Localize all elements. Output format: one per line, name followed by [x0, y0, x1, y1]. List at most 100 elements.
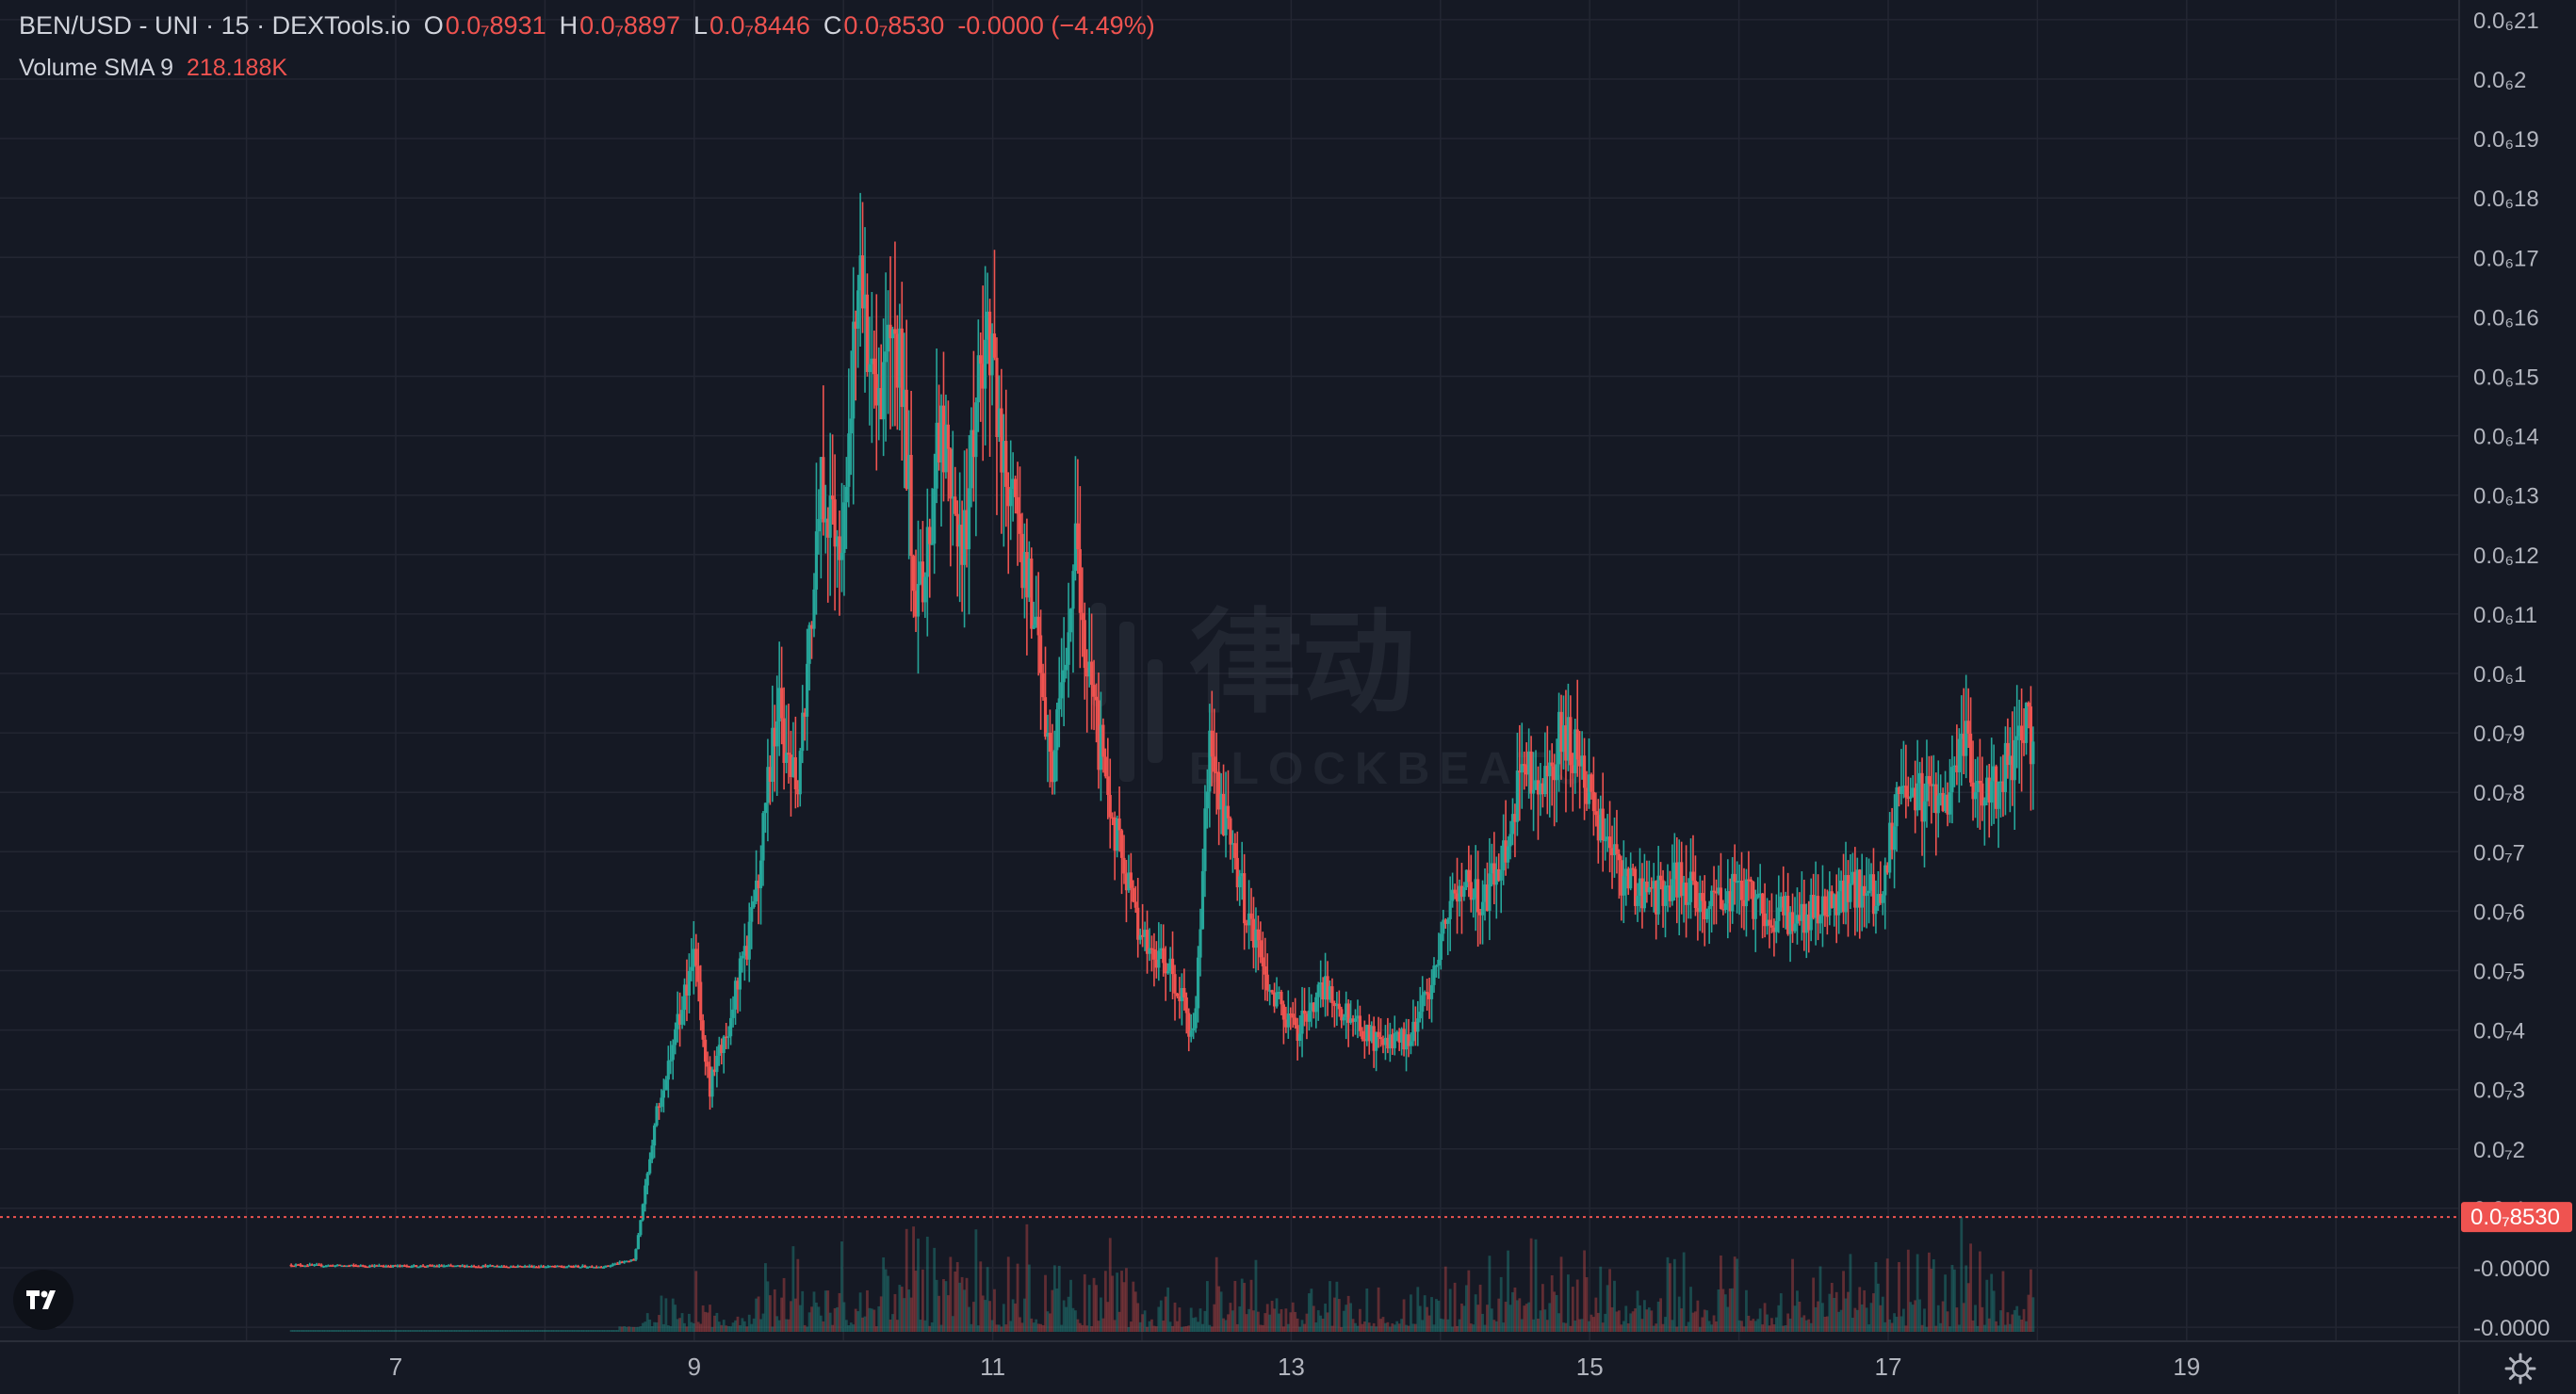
- volume-bar: [1520, 1319, 1524, 1332]
- volume-bar: [1284, 1308, 1288, 1332]
- volume-bar: [1367, 1322, 1371, 1332]
- volume-bar: [1483, 1324, 1487, 1332]
- candle-body: [787, 753, 791, 755]
- candle-body: [1518, 770, 1522, 773]
- candle-body: [2011, 755, 2014, 781]
- candle-body: [1828, 891, 1832, 916]
- x-axis-tick-label: 15: [1576, 1353, 1604, 1381]
- candle-body: [340, 1265, 344, 1268]
- volume-bar: [1062, 1300, 1066, 1332]
- symbol-title[interactable]: BEN/USD - UNI · 15 · DEXTools.io: [19, 11, 411, 40]
- candle-body: [1723, 903, 1727, 910]
- candle-body: [645, 1173, 649, 1186]
- candle-body: [303, 1265, 307, 1268]
- volume-bar: [1000, 1326, 1003, 1332]
- volume-bar: [1532, 1319, 1535, 1332]
- candle-body: [919, 561, 922, 584]
- candle-body: [935, 422, 938, 489]
- symbol-legend[interactable]: BEN/USD - UNI · 15 · DEXTools.io O0.0₇89…: [19, 11, 1155, 41]
- candle-body: [1180, 987, 1183, 1001]
- volume-legend[interactable]: Volume SMA 9 218.188K: [19, 55, 287, 82]
- candle-body: [1041, 673, 1045, 698]
- volume-bar: [2017, 1315, 2021, 1332]
- volume-bar: [1321, 1319, 1325, 1332]
- volume-bar: [921, 1269, 924, 1332]
- volume-bar: [493, 1330, 497, 1332]
- candle-body: [962, 510, 967, 565]
- candle-body: [558, 1265, 562, 1268]
- candle-body: [1087, 661, 1091, 677]
- candle-body: [1296, 1025, 1299, 1042]
- volume-bar: [817, 1306, 821, 1332]
- volume-bar: [1095, 1285, 1098, 1332]
- candle-body: [1453, 889, 1457, 894]
- candle-body: [463, 1265, 466, 1268]
- volume-bar: [739, 1325, 742, 1332]
- volume-bar: [1146, 1326, 1149, 1332]
- candle-body: [1682, 883, 1686, 897]
- candle-body: [627, 1260, 631, 1263]
- candle-body: [1855, 869, 1859, 908]
- volume-bar: [1439, 1318, 1443, 1332]
- volume-bar: [505, 1330, 508, 1332]
- candle-body: [1691, 871, 1695, 882]
- volume-bar: [1384, 1322, 1387, 1332]
- volume-bar: [641, 1322, 644, 1332]
- volume-bar: [905, 1228, 908, 1332]
- candle-body: [1081, 612, 1084, 621]
- candle-body: [704, 1039, 708, 1062]
- candle-body: [930, 543, 934, 545]
- volume-bar: [1194, 1317, 1198, 1332]
- candle-body: [1987, 777, 1991, 803]
- volume-bar: [1143, 1310, 1147, 1332]
- candle-body: [958, 525, 962, 547]
- volume-bar: [611, 1330, 614, 1332]
- candle-body: [1939, 792, 1943, 796]
- volume-bar: [1326, 1312, 1329, 1332]
- candle-body: [1281, 1004, 1286, 1020]
- tradingview-logo-icon[interactable]: [13, 1270, 73, 1330]
- candle-body: [2024, 703, 2029, 743]
- volume-bar: [1213, 1304, 1216, 1332]
- volume-bar: [1802, 1315, 1806, 1332]
- volume-bar: [1643, 1300, 1646, 1332]
- volume-bar: [1330, 1325, 1334, 1332]
- candle-body: [863, 294, 867, 309]
- candle-body: [1640, 878, 1644, 909]
- volume-bar: [1518, 1298, 1522, 1332]
- volume-bar: [1150, 1319, 1153, 1332]
- volume-bar: [1335, 1281, 1339, 1332]
- grid: [0, 0, 2459, 1341]
- candle-body: [669, 1060, 673, 1062]
- volume-bar: [1647, 1307, 1651, 1332]
- candle-body: [1675, 862, 1679, 898]
- candle-body: [1850, 871, 1854, 883]
- candle-body: [313, 1264, 317, 1267]
- candle-body: [583, 1265, 587, 1268]
- candle-body: [359, 1265, 363, 1267]
- volume-bar: [1791, 1258, 1794, 1332]
- volume-bar: [925, 1236, 929, 1332]
- volume-bar: [1721, 1289, 1725, 1332]
- candle-body: [347, 1265, 351, 1268]
- y-axis-tick-label: 0.0₆11: [2473, 603, 2537, 628]
- volume-bar: [699, 1323, 703, 1332]
- candle-body: [1046, 732, 1050, 738]
- volume-bar: [1928, 1252, 1931, 1332]
- candle-body: [1249, 913, 1253, 919]
- settings-gear-icon[interactable]: [2504, 1353, 2536, 1385]
- candle-body: [652, 1125, 657, 1146]
- volume-bar: [352, 1330, 355, 1332]
- candle-body: [1818, 916, 1822, 924]
- candle-body: [1863, 885, 1867, 897]
- candle-body: [1178, 996, 1182, 1001]
- candle-body: [1478, 912, 1482, 916]
- candle-body: [1067, 632, 1070, 665]
- candle-body: [516, 1265, 520, 1268]
- volume-bar: [1162, 1321, 1166, 1332]
- volume-bar: [1208, 1324, 1212, 1332]
- volume-bar: [968, 1306, 970, 1332]
- volume-bar: [713, 1315, 716, 1332]
